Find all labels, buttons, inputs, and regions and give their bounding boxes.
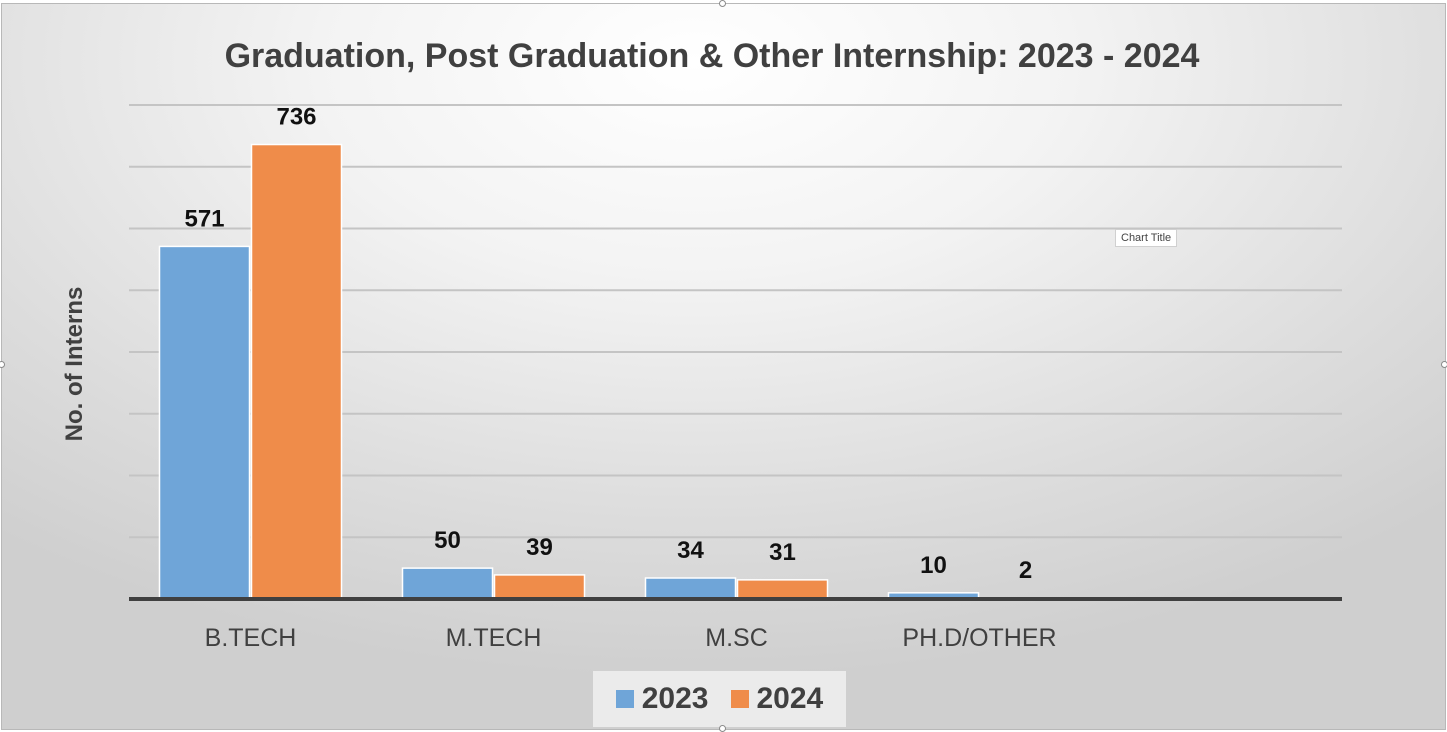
data-label-2023-0: 571 (184, 205, 224, 232)
x-tick-label-2: M.SC (705, 624, 768, 652)
data-label-2024-0: 736 (276, 104, 316, 131)
bar-2023-1[interactable] (401, 567, 494, 600)
chart-title: Graduation, Post Graduation & Other Inte… (224, 37, 1200, 75)
bar-2024-0[interactable] (250, 143, 343, 600)
resize-handle-bottom[interactable] (719, 725, 726, 732)
bar-2023-0[interactable] (158, 245, 251, 600)
x-tick-label-0: B.TECH (205, 624, 297, 652)
bar-2023-2[interactable] (644, 577, 737, 600)
bar-2024-2[interactable] (736, 579, 829, 600)
bar-2024-1[interactable] (493, 574, 586, 600)
plot-area: 571 736 B.TECH 50 39 M.TECH 34 31 M.SC 10 2 PH.D/OT… (129, 104, 1342, 652)
resize-handle-left[interactable] (0, 361, 5, 368)
chart-area[interactable]: Graduation, Post Graduation & Other Inte… (1, 3, 1446, 730)
legend-item-2023[interactable]: 2023 (615, 682, 709, 716)
data-label-2024-3: 2 (1019, 557, 1032, 584)
data-label-2023-1: 50 (434, 527, 461, 554)
legend[interactable]: 2023 2024 (593, 671, 846, 727)
legend-label-2024: 2024 (756, 682, 824, 715)
resize-handle-right[interactable] (1441, 361, 1447, 368)
legend-swatch-2024 (730, 690, 749, 708)
legend-swatch-2023 (615, 690, 634, 708)
legend-item-2024[interactable]: 2024 (730, 682, 824, 716)
data-label-2024-2: 31 (769, 539, 796, 566)
resize-handle-top[interactable] (719, 0, 726, 7)
x-tick-label-1: M.TECH (446, 624, 542, 652)
legend-label-2023: 2023 (641, 682, 709, 715)
data-label-2023-3: 10 (920, 552, 947, 579)
x-tick-label-3: PH.D/OTHER (902, 624, 1056, 652)
chart-title-tooltip: Chart Title (1115, 229, 1178, 247)
data-label-2023-2: 34 (677, 537, 704, 564)
data-label-2024-1: 39 (526, 534, 553, 561)
